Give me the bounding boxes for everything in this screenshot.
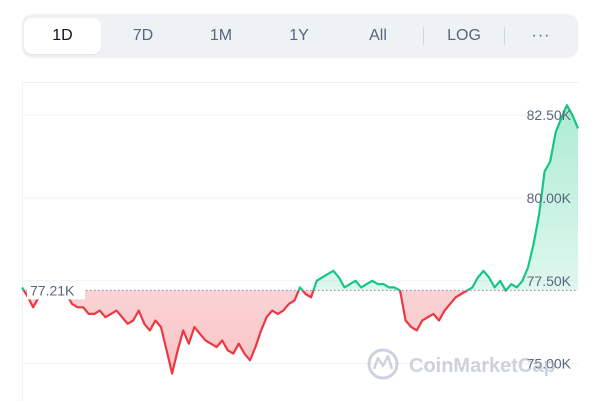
- price-line: [21, 104, 580, 375]
- tab-separator: [504, 27, 505, 45]
- watermark-text: CoinMarketCap: [409, 355, 556, 377]
- tab-separator: [423, 27, 424, 45]
- price-line-down: [22, 290, 508, 375]
- price-line-up: [21, 104, 580, 291]
- area-above-reference: [22, 105, 578, 291]
- tab-1m[interactable]: 1M: [209, 27, 233, 44]
- y-tick-label: 75.00K: [527, 356, 572, 372]
- log-scale-toggle[interactable]: LOG: [447, 27, 481, 44]
- gridlines: [22, 114, 578, 365]
- y-tick-label: 80.00K: [527, 190, 572, 206]
- tab-all[interactable]: All: [369, 27, 387, 44]
- area-below-reference: [22, 290, 578, 374]
- y-tick-label: 77.50K: [527, 273, 572, 289]
- tab-7d[interactable]: 7D: [132, 27, 154, 44]
- watermark: CoinMarketCap: [367, 348, 556, 380]
- price-area: [22, 105, 578, 374]
- timeframe-tab-bar: 1D 7D 1M 1Y All LOG ···: [22, 14, 578, 58]
- more-options-button[interactable]: ···: [531, 27, 551, 44]
- axis-labels: 75.00K 77.50K 80.00K 82.50K 77.21K: [27, 107, 572, 372]
- tab-1y[interactable]: 1Y: [289, 27, 309, 44]
- y-tick-label: 82.50K: [527, 107, 572, 123]
- coinmarketcap-logo-icon: [367, 348, 399, 380]
- chart-frame: [22, 82, 579, 401]
- reference-price-label-bg: [27, 281, 85, 300]
- tab-1d[interactable]: 1D: [24, 18, 101, 54]
- reference-price-label: 77.21K: [30, 282, 75, 298]
